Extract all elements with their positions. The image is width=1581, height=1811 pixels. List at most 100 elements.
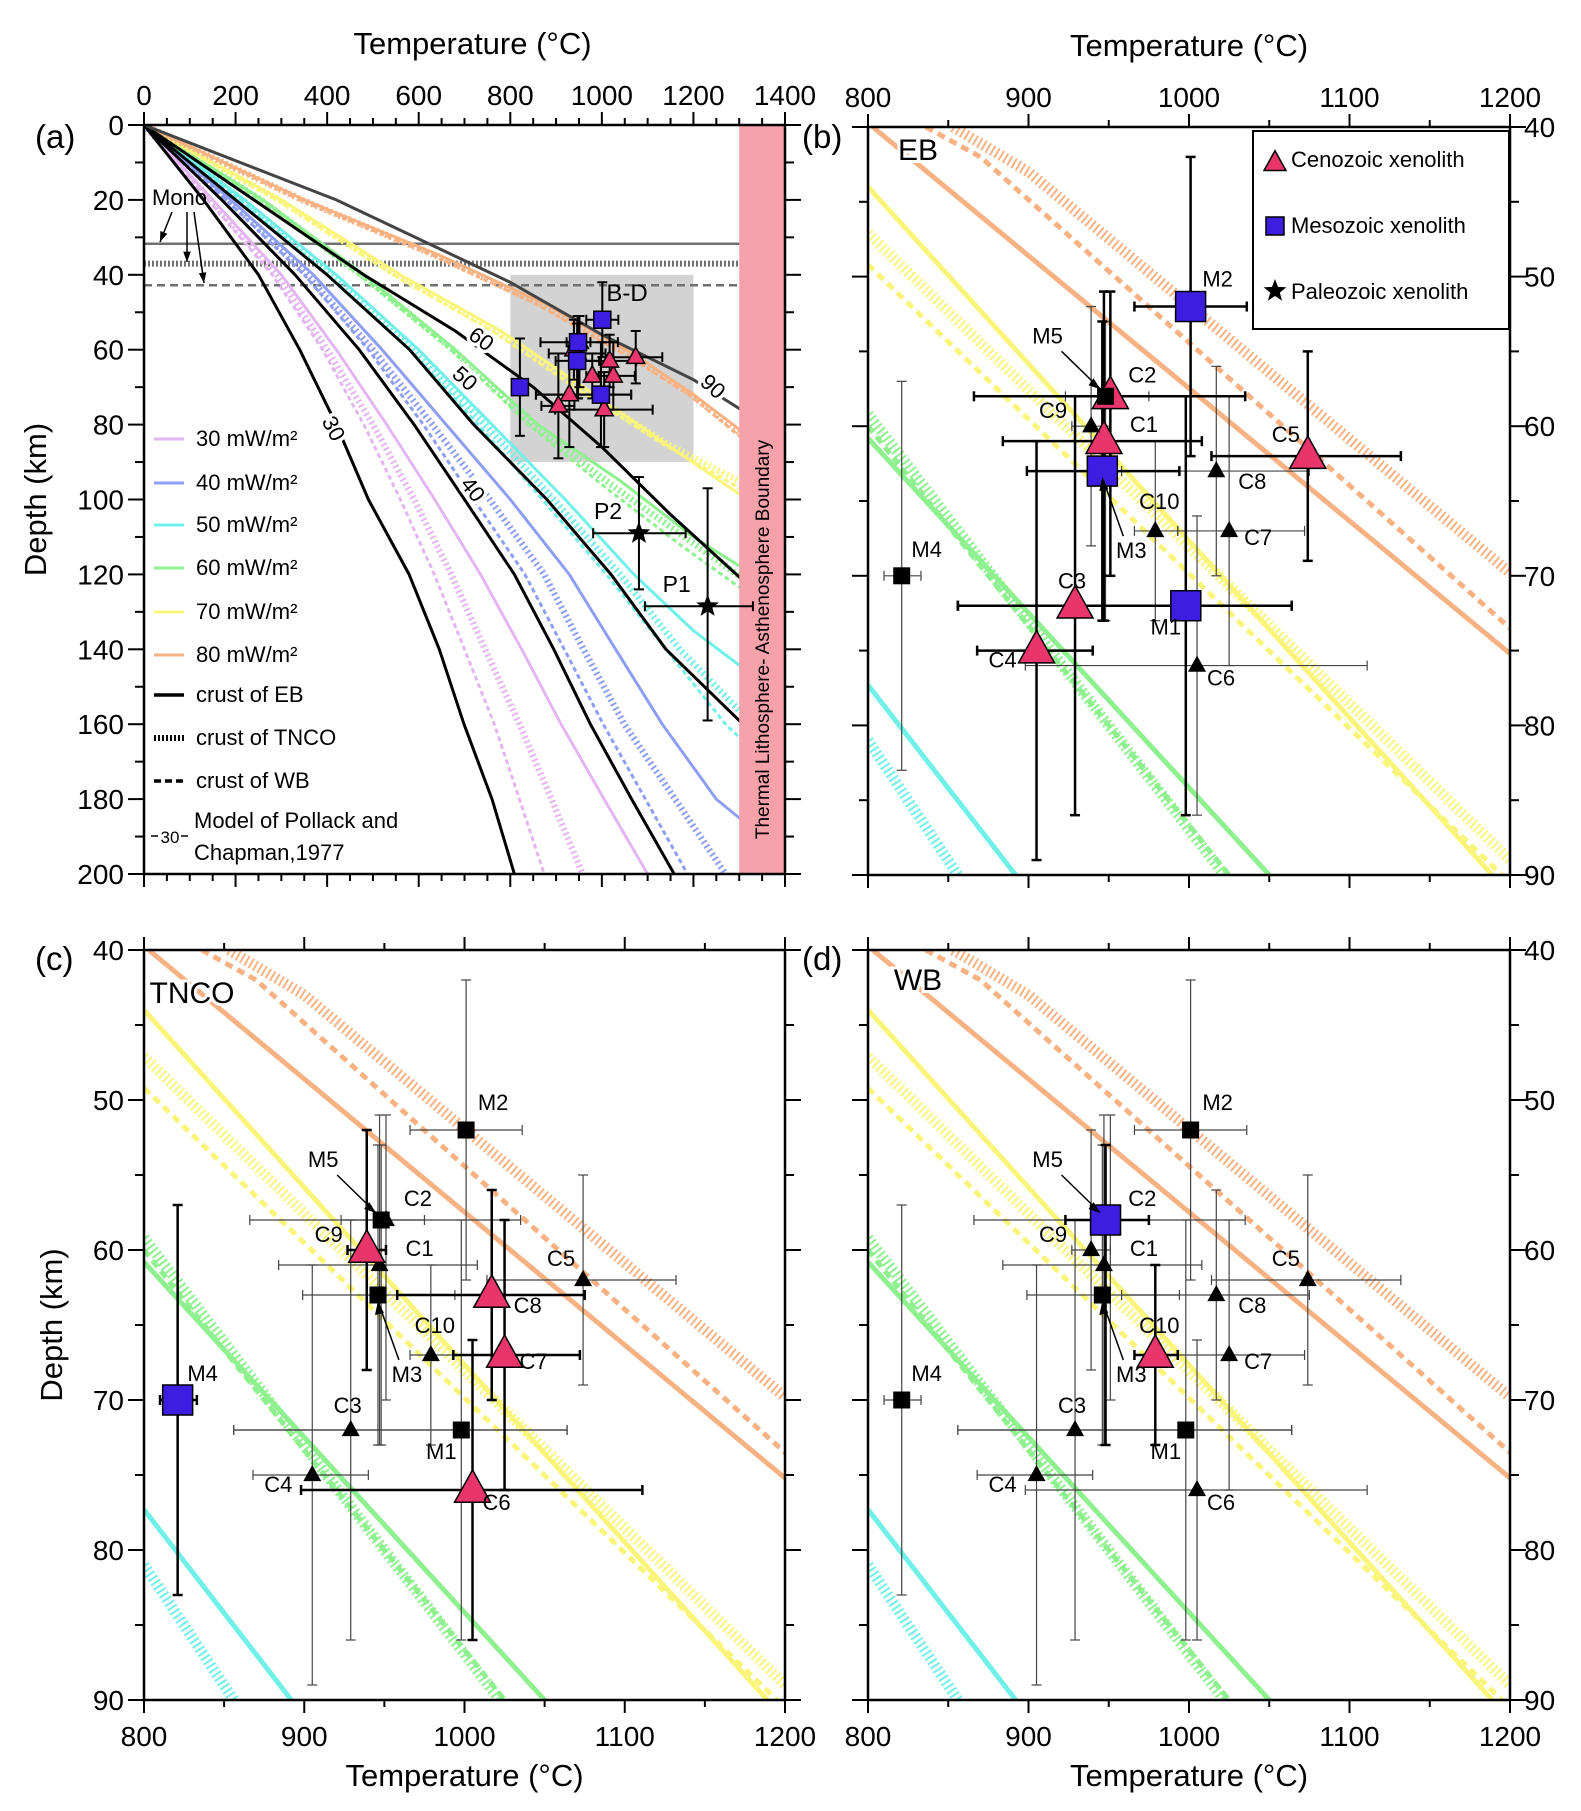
sample-label-C4: C4 [988,1472,1016,1497]
y-tick-label: 60 [1524,411,1555,442]
sample-label-C8: C8 [514,1293,542,1318]
y-tick-label: 80 [1524,1535,1555,1566]
panel-label-b: (b) [802,118,842,155]
cenozoic-marker-C7 [603,364,624,383]
sample-label-C3: C3 [1058,569,1086,594]
m3-arrow-head [1099,1301,1109,1315]
sample-label-M4: M4 [911,1361,942,1386]
legend-label: 80 mW/m² [196,642,297,667]
curve-label-40: 40 [456,472,491,507]
mesozoic-marker-M1 [1177,1421,1195,1439]
panel-a-plot [144,125,785,874]
x-tick-label: 0 [136,80,152,111]
sample-label-M2: M2 [1202,1090,1233,1115]
legend-model-label-line1: Model of Pollack and [194,808,398,833]
sample-label-C2: C2 [404,1186,432,1211]
sample-label-C4: C4 [264,1472,292,1497]
geotherm-50-tnco [868,1561,963,1700]
geotherm-60-eb [868,436,1272,875]
y-tick-label: 100 [77,485,124,516]
mesozoic-marker-M2 [1174,290,1207,323]
panel-label-d: (d) [802,940,842,977]
geotherm-60-wb [144,125,754,599]
y-tick-label: 80 [93,410,124,441]
sample-label-C7: C7 [1244,525,1272,550]
x-tick-label: 1000 [1158,1721,1220,1752]
cenozoic-marker-C10 [1146,520,1165,538]
geotherm-40-tnco [144,125,729,874]
sample-label-M2: M2 [1202,267,1233,292]
mesozoic-marker-M2 [593,310,612,329]
sample-label-C2: C2 [1128,362,1156,387]
sample-label-C6: C6 [1207,666,1235,691]
cenozoic-marker-C7 [1220,1344,1239,1362]
y-tick-label: 180 [77,784,124,815]
cenozoic-marker-C3 [341,1419,360,1437]
pollack-chapman-curve-90 [144,125,754,419]
legend-mesozoic-icon [1265,216,1285,236]
x-axis-title: Temperature (°C) [1070,28,1308,63]
mesozoic-marker-M1 [452,1421,470,1439]
x-tick-label: 1200 [662,80,724,111]
geotherm-50-eb [144,1507,294,1700]
y-tick-label: 40 [1524,935,1555,966]
geotherm-80-wb [924,950,1510,1455]
cenozoic-marker-C6 [453,1468,492,1504]
y-tick-label: 40 [93,935,124,966]
geotherm-70-wb [868,1086,1504,1700]
sample-label-C5: C5 [1272,1246,1300,1271]
panel-label-a: (a) [35,118,75,155]
y-tick-label: 60 [93,1235,124,1266]
x-tick-label: 400 [304,80,351,111]
y-tick-label: 50 [1524,1085,1555,1116]
pollack-chapman-curve-60 [144,125,754,591]
m3-arrow-head [374,1301,384,1315]
x-tick-label: 800 [845,1721,892,1752]
y-tick-label: 140 [77,634,124,665]
geotherm-70-wb [144,125,754,498]
cenozoic-marker-C7 [1220,520,1239,538]
lab-boundary-label: Thermal Lithosphere- Asthenosphere Bound… [753,439,774,839]
moho-arrow [193,211,205,284]
cenozoic-marker-C5 [1298,1269,1317,1287]
geotherm-80-eb [871,950,1510,1480]
x-tick-label: 800 [845,82,892,113]
y-tick-label: 20 [93,185,124,216]
x-tick-label: 1000 [433,1721,495,1752]
cenozoic-marker-C4 [1027,1464,1046,1482]
sample-label-C1: C1 [1130,1236,1158,1261]
sample-label-C10: C10 [1139,1313,1179,1338]
sample-label-M2: M2 [478,1090,509,1115]
moho-arrow-head [160,231,168,242]
sample-label-M3: M3 [1116,1362,1147,1387]
geotherm-50-tnco [144,125,756,727]
x-tick-label: 1100 [1319,82,1379,113]
x-tick-label: 900 [1005,82,1052,113]
cenozoic-marker-C1 [1084,419,1124,455]
sample-label-C3: C3 [1058,1393,1086,1418]
geotherm-80-wb [200,950,785,1455]
sample-label-C3: C3 [334,1393,362,1418]
mesozoic-marker-M4 [893,1391,911,1409]
geotherm-40-eb [144,125,754,831]
x-tick-label: 1200 [1479,82,1541,113]
pollack-chapman-curve-50 [144,125,752,733]
x-tick-label: 1000 [1158,82,1220,113]
sample-label-M1: M1 [426,1439,457,1464]
x-tick-label: 1400 [754,80,816,111]
y-tick-label: 50 [93,1085,124,1116]
cenozoic-marker-C10 [1136,1333,1175,1369]
legend-box [1252,130,1510,330]
geotherm-40-wb [144,125,689,874]
moho-label: Mono [152,185,207,210]
geotherm-50-eb [144,125,754,677]
panel-c-plot [144,950,785,1700]
cenozoic-marker-C10 [421,1344,440,1362]
legend-model-label-line2: Chapman,1977 [194,840,344,865]
sample-label-C9: C9 [315,1222,343,1247]
geotherm-70-tnco [144,125,755,492]
cenozoic-marker-C1 [1094,1254,1113,1272]
cenozoic-marker-C3 [1066,1419,1085,1437]
sample-label-M1: M1 [1151,1439,1182,1464]
geotherm-50-tnco [868,737,963,875]
